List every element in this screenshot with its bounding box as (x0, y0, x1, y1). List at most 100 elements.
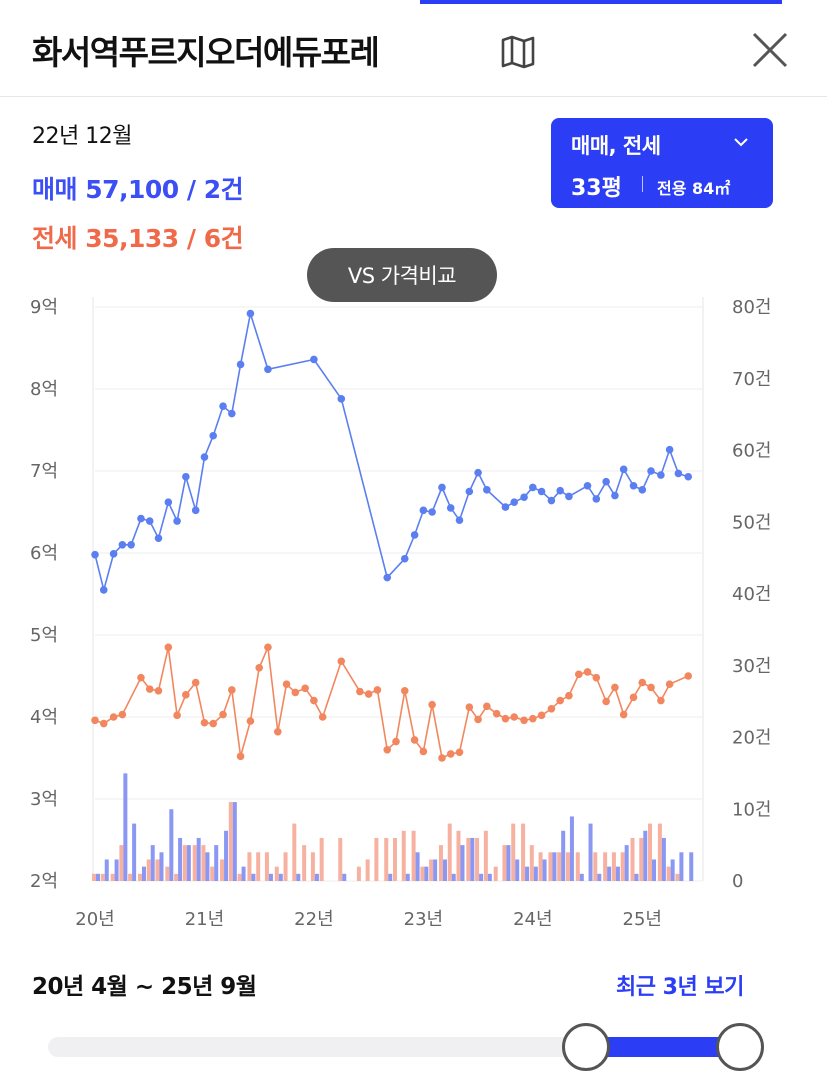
sale-price-point (400, 554, 409, 563)
jeonse-volume-bar (447, 823, 452, 881)
jeonse-volume-bar (557, 852, 562, 881)
sale-volume-bar (196, 837, 201, 881)
jeonse-price-point (282, 680, 291, 688)
left-axis-tick-label: 3억 (30, 789, 58, 810)
x-axis-tick-label: 24년 (513, 909, 552, 930)
jeonse-volume-bar (411, 830, 416, 881)
jeonse-volume-bar (529, 845, 534, 881)
area-label: 전용 84㎡ (657, 179, 731, 198)
sale-price-point (127, 541, 135, 549)
jeonse-price-point (182, 691, 190, 699)
sale-price-point (465, 487, 474, 496)
sale-volume-bar (470, 837, 475, 881)
jeonse-volume-bar (603, 852, 608, 881)
close-icon[interactable] (748, 28, 792, 72)
range-slider-start-handle[interactable] (562, 1023, 610, 1071)
sale-price-point (501, 503, 510, 511)
trade-type-filter-button[interactable]: 매매, 전세 33평 전용 84㎡ (551, 118, 773, 208)
jeonse-volume-bar (511, 823, 516, 881)
sale-volume-bar (451, 873, 456, 881)
jeonse-price-point (219, 710, 227, 719)
jeonse-volume-bar (630, 837, 635, 881)
sale-volume-bar (241, 866, 246, 881)
jeonse-volume-bar (365, 859, 370, 881)
jeonse-price-point (264, 643, 272, 652)
sale-volume-bar (296, 873, 301, 881)
sale-volume-bar (388, 873, 393, 881)
sale-price-point (219, 402, 227, 411)
sale-price-point (629, 481, 638, 490)
sale-volume-bar (607, 866, 612, 881)
jeonse-price-point (318, 713, 327, 721)
jeonse-price-point (356, 687, 364, 696)
jeonse-volume-bar (92, 873, 96, 881)
range-slider-end-handle[interactable] (716, 1023, 764, 1071)
sale-volume-bar (251, 873, 256, 881)
left-axis-tick-label: 2억 (30, 871, 58, 892)
sale-volume-bar (224, 830, 229, 881)
jeonse-price-point (483, 702, 491, 711)
size-label: 33평 (571, 176, 622, 201)
map-icon[interactable] (500, 35, 536, 69)
sale-volume-bar (670, 859, 675, 881)
price-compare-button[interactable]: VS 가격비교 (307, 248, 497, 302)
jeonse-volume-bar (100, 873, 105, 881)
left-axis-tick-label: 9억 (30, 297, 58, 318)
jeonse-price-point (364, 690, 373, 698)
sale-price-point (537, 487, 546, 496)
jeonse-volume-bar (538, 852, 543, 881)
sale-price-point (310, 355, 318, 364)
right-axis-tick-label: 0 (732, 871, 743, 892)
volume-bars (92, 773, 694, 881)
price-lines (91, 309, 693, 762)
sale-price-point (200, 453, 209, 461)
jeonse-volume-bar (119, 845, 124, 881)
sale-price-point (474, 468, 482, 477)
jeonse-price-point (529, 714, 537, 723)
sale-volume-bar (169, 809, 174, 881)
sale-price-line (94, 313, 689, 594)
sale-volume-bar (506, 845, 511, 881)
sale-price-point (565, 492, 573, 501)
sale-volume-bar (487, 873, 492, 881)
right-axis-tick-label: 20건 (732, 728, 771, 749)
jeonse-price-point (611, 683, 619, 692)
sale-volume-bar (515, 859, 520, 881)
right-axis-tick-label: 80건 (732, 297, 771, 318)
sale-price-point (118, 541, 127, 549)
sale-volume-bar (405, 873, 410, 881)
recent-3-years-link[interactable]: 최근 3년 보기 (616, 975, 744, 1000)
trade-type-label: 매매, 전세 (571, 134, 661, 158)
jeonse-price-point (137, 673, 145, 682)
jeonse-volume-bar (220, 859, 225, 881)
jeonse-volume-bar (128, 873, 133, 881)
sale-price-point (647, 467, 655, 475)
selected-period: 22년 12월 (32, 124, 132, 149)
sale-price-point (182, 472, 190, 481)
jeonse-price-point (592, 673, 601, 682)
sale-volume-bar (624, 845, 629, 881)
jeonse-price-point (164, 643, 173, 652)
sale-volume-bar (342, 873, 347, 881)
chevron-down-icon (734, 138, 748, 147)
sale-price-point (684, 472, 693, 481)
sale-price-point (191, 506, 200, 515)
jeonse-price-point (301, 684, 309, 693)
sale-price-point (154, 534, 163, 543)
sale-price-point (419, 506, 428, 515)
jeonse-price-point (583, 668, 592, 676)
sale-volume-bar (689, 852, 694, 881)
sale-volume-bar (569, 816, 574, 881)
jeonse-price-point (474, 715, 482, 724)
sale-volume-bar (186, 845, 191, 881)
sale-price-point (556, 486, 564, 495)
jeonse-price-point (400, 686, 409, 695)
sale-volume-bar (232, 802, 237, 881)
price-chart: 9억 8억 7억 6억 5억 4억 3억 2억 80건 70건 60건 50건 40건 30건 20건 10… (30, 297, 771, 930)
jeonse-volume-bar (319, 837, 324, 881)
sale-volume-bar (679, 852, 684, 881)
jeonse-price-point (255, 664, 263, 672)
jeonse-volume-bar (356, 866, 361, 881)
sale-price-point (383, 573, 392, 582)
jeonse-volume-bar (648, 823, 653, 881)
